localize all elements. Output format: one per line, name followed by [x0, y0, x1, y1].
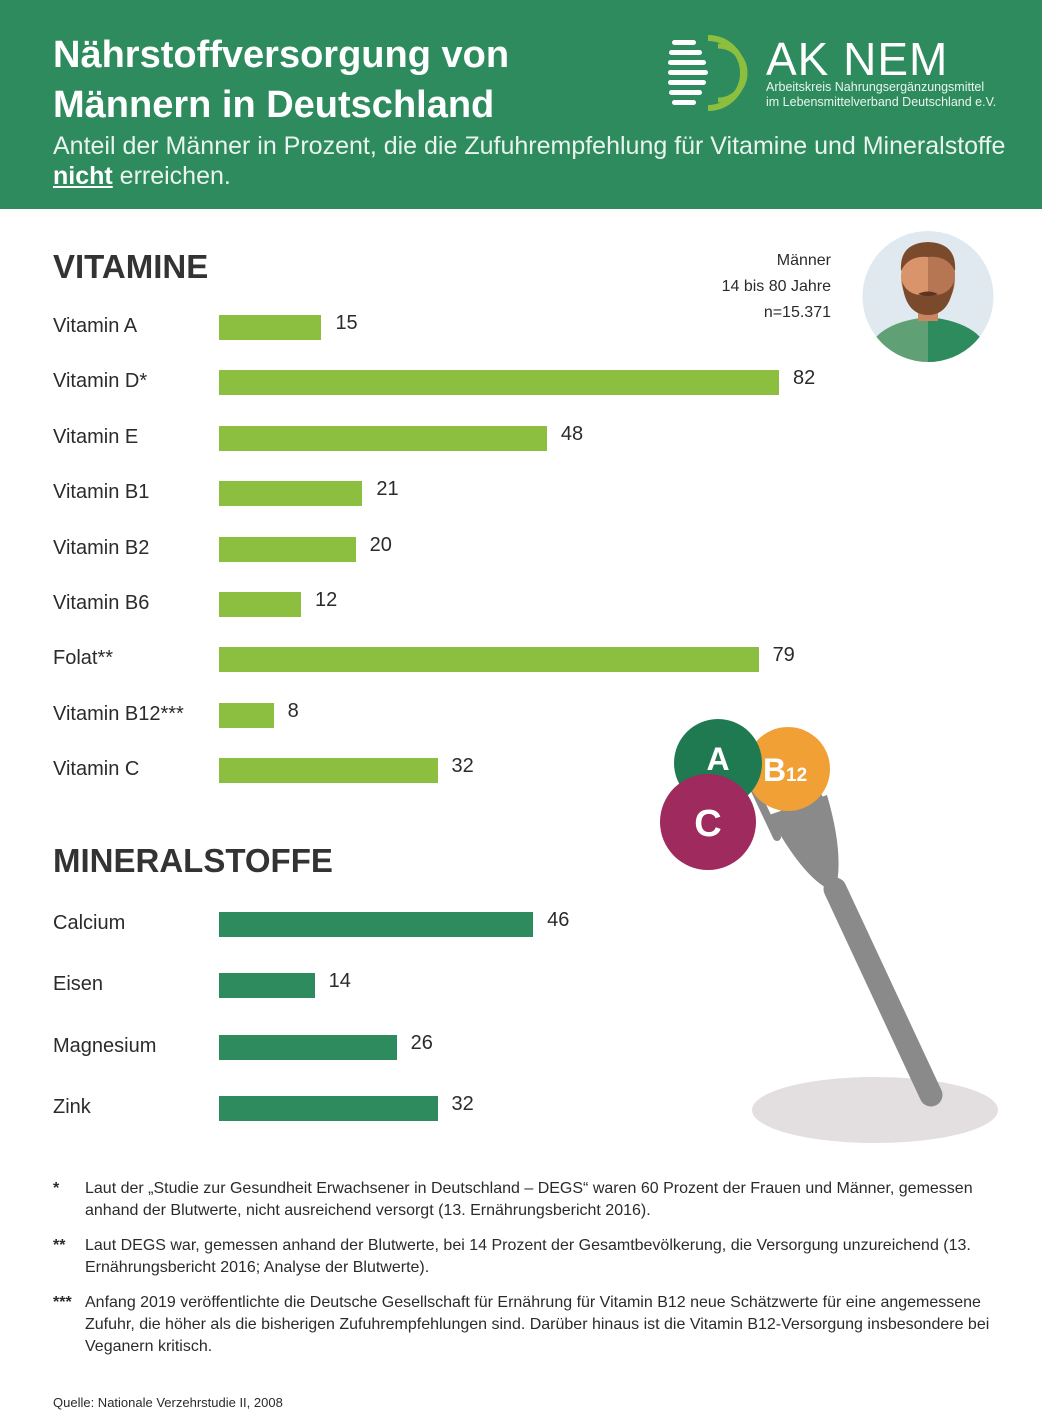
- bar: [219, 702, 274, 728]
- title-line-1: Nährstoffversorgung von: [53, 34, 510, 76]
- logo-subline-2: im Lebensmittelverband Deutschland e.V.: [766, 95, 997, 109]
- title-line-2: Männern in Deutschland: [53, 84, 495, 126]
- sample-group: Männer: [776, 252, 831, 269]
- logo-subline-1: Arbeitskreis Nahrungsergänzungsmittel: [766, 80, 985, 94]
- bar-value-label: 32: [451, 1092, 474, 1115]
- badge-a-letter: A: [706, 741, 729, 777]
- header-banner: Nährstoffversorgung von Männern in Deuts…: [0, 0, 1042, 209]
- footnote-3: *** Anfang 2019 veröffentlichte die Deut…: [53, 1292, 993, 1358]
- source-note: Quelle: Nationale Verzehrstudie II, 2008: [53, 1395, 283, 1410]
- category-label: Vitamin E: [53, 425, 139, 448]
- bar-value-label: 15: [335, 312, 358, 334]
- footnotes: * Laut der „Studie zur Gesundheit Erwach…: [53, 1178, 993, 1371]
- logo-name: AK NEM: [766, 33, 949, 85]
- logo-mark-icon: [668, 35, 748, 111]
- sample-info: Männer 14 bis 80 Jahre n=15.371: [722, 248, 831, 326]
- subtitle-emphasis: nicht: [53, 162, 113, 190]
- category-label: Vitamin B12***: [53, 702, 184, 725]
- page-subtitle: Anteil der Männer in Prozent, die die Zu…: [53, 131, 1013, 191]
- fork-icon: [747, 757, 943, 1107]
- vitamin-b12-badge: B 12: [746, 727, 830, 811]
- bar-value-label: 12: [314, 589, 338, 611]
- category-label: Vitamin A: [53, 315, 138, 337]
- bar: [219, 592, 301, 617]
- bar: [219, 370, 780, 396]
- vitamin-c-badge: C: [660, 774, 756, 870]
- bar: [219, 425, 547, 451]
- footnote-text: Anfang 2019 veröffentlichte die Deutsche…: [85, 1294, 990, 1355]
- footnote-mark: *: [53, 1180, 60, 1197]
- plate-shadow: [752, 1077, 998, 1143]
- bar-value-label: 46: [547, 909, 570, 931]
- footnote-text: Laut der „Studie zur Gesundheit Erwachse…: [85, 1180, 973, 1219]
- category-label: Calcium: [53, 912, 126, 934]
- bar-value-label: 14: [328, 970, 351, 993]
- bar-value-label: 82: [793, 367, 816, 390]
- footnote-mark: ***: [53, 1294, 72, 1311]
- ak-nem-logo: AK NEM Arbeitskreis Nahrungsergänzungsmi…: [668, 33, 1008, 114]
- bar-value-label: 8: [287, 699, 299, 722]
- footnote-mark: **: [53, 1237, 66, 1254]
- sample-age: 14 bis 80 Jahre: [721, 278, 831, 295]
- subtitle-text: Anteil der Männer in Prozent, die die Zu…: [53, 132, 1006, 160]
- category-label: Vitamin B1: [53, 481, 150, 504]
- badge-b12-sub: 12: [786, 765, 807, 786]
- badge-b12-letter: B: [763, 752, 786, 788]
- bar-value-label: 79: [772, 644, 795, 667]
- subtitle-end: erreichen.: [112, 162, 231, 190]
- bar: [219, 1034, 397, 1060]
- bar: [219, 647, 759, 673]
- footnote-2: ** Laut DEGS war, gemessen anhand der Bl…: [53, 1235, 993, 1279]
- bar-value-label: 48: [560, 422, 584, 445]
- logo-subline: Arbeitskreis Nahrungsergänzungsmittel im…: [766, 80, 996, 110]
- footnote-1: * Laut der „Studie zur Gesundheit Erwach…: [53, 1178, 993, 1222]
- bar: [219, 973, 315, 999]
- bar-value-label: 32: [451, 755, 474, 778]
- section-title-vitamins: VITAMINE: [53, 248, 209, 285]
- bar-value-label: 21: [376, 478, 399, 501]
- category-label: Magnesium: [53, 1034, 157, 1057]
- bar-value-label: 26: [410, 1031, 433, 1054]
- footnote-text: Laut DEGS war, gemessen anhand der Blutw…: [85, 1237, 971, 1276]
- category-label: Vitamin C: [53, 758, 140, 781]
- bar: [219, 315, 322, 340]
- bar: [219, 912, 534, 937]
- category-label: Folat**: [53, 647, 114, 670]
- category-label: Vitamin D*: [53, 370, 148, 393]
- category-label: Vitamin B6: [53, 592, 150, 614]
- bar: [219, 1095, 438, 1121]
- bar-value-label: 20: [369, 533, 392, 556]
- fork-vitamins-illustration: B 12 A C: [660, 719, 998, 1143]
- category-label: Eisen: [53, 973, 104, 996]
- page-title: Nährstoffversorgung von Männern in Deuts…: [53, 30, 653, 130]
- bar: [219, 481, 363, 507]
- sample-size: n=15.371: [763, 304, 831, 321]
- badge-c-letter: C: [694, 803, 721, 845]
- bar: [219, 758, 438, 784]
- category-label: Vitamin B2: [53, 536, 150, 559]
- category-label: Zink: [53, 1095, 91, 1118]
- bar: [219, 536, 356, 562]
- man-avatar-icon: [862, 231, 994, 362]
- section-title-minerals: MINERALSTOFFE: [53, 842, 333, 879]
